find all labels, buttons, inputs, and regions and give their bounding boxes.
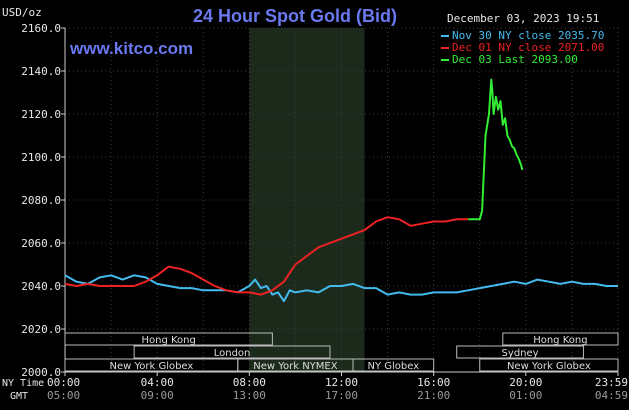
series-line-1 — [64, 216, 469, 296]
y-tick-label-6: 2120.0 — [21, 108, 61, 121]
website-label: www.kitco.com — [69, 39, 193, 58]
x-tick-label-gmt-1: 09:00 — [141, 389, 174, 402]
session-box-row2-0 — [133, 345, 331, 359]
x-tick-label-ny-4: 16:00 — [417, 376, 450, 389]
market-sessions: Hong Kong Hong Kong London Sydney New York G… — [64, 332, 619, 372]
unit-label: USD/oz — [2, 6, 42, 19]
y-tick-label-3: 2060.0 — [21, 237, 61, 250]
x-tick-label-gmt-4: 21:00 — [417, 389, 450, 402]
session-box-row3-2 — [352, 358, 435, 372]
session-box-row2-1 — [456, 345, 584, 359]
session-label-row3-2: NY Globex — [368, 361, 420, 372]
session-label-row2-1: Sydney — [502, 348, 539, 359]
x-tick-label-ny-1: 04:00 — [141, 376, 174, 389]
y-tick-label-1: 2020.0 — [21, 323, 61, 336]
axes — [61, 27, 619, 376]
datetime-label: December 03, 2023 19:51 — [447, 12, 599, 25]
session-shade — [249, 28, 365, 372]
session-box-row1-1 — [502, 332, 619, 346]
y-tick-label-8: 2160.0 — [21, 22, 61, 35]
y-tick-labels: 2000.0 2020.0 2040.0 2060.0 2080.0 2100.0 2120… — [21, 22, 61, 379]
series-lines — [64, 78, 618, 303]
session-box-row1-0 — [64, 332, 273, 346]
session-label-row1-1: Hong Kong — [533, 335, 587, 346]
session-label-row1-0: Hong Kong — [142, 335, 196, 346]
chart-title: 24 Hour Spot Gold (Bid) — [193, 6, 397, 26]
legend-label-dec03: Dec 03 Last 2093.00 — [452, 53, 578, 66]
session-label-row3-1: New York NYMEX — [253, 361, 338, 372]
series-line-0 — [64, 274, 618, 303]
legend-label-nov30: Nov 30 NY close 2035.70 — [452, 29, 604, 42]
x-tick-label-ny-6: 23:59 — [595, 376, 628, 389]
y-tick-label-0: 2000.0 — [21, 366, 61, 379]
x-tick-label-ny-5: 20:00 — [509, 376, 542, 389]
gmt-label: GMT — [10, 391, 28, 402]
x-tick-label-ny-2: 08:00 — [233, 376, 266, 389]
y-tick-label-7: 2140.0 — [21, 65, 61, 78]
session-label-row3-3: New York Globex — [507, 361, 591, 372]
ny-time-label: NY Time — [2, 378, 44, 389]
y-tick-label-5: 2100.0 — [21, 151, 61, 164]
x-tick-label-gmt-5: 01:00 — [509, 389, 542, 402]
x-tick-label-gmt-0: 05:00 — [47, 389, 80, 402]
x-tick-label-ny-0: 00:00 — [47, 376, 80, 389]
session-label-row2-0: London — [214, 348, 251, 359]
series-line-2 — [468, 78, 524, 221]
legend-label-dec01: Dec 01 NY close 2071.00 — [452, 41, 604, 54]
x-tick-label-gmt-6: 04:59 — [595, 389, 628, 402]
y-tick-label-2: 2040.0 — [21, 280, 61, 293]
x-tick-label-gmt-2: 13:00 — [233, 389, 266, 402]
session-box-row3-3 — [479, 358, 619, 372]
legend: Nov 30 NY close 2035.70 Dec 01 NY close … — [441, 29, 604, 66]
x-tick-label-ny-3: 12:00 — [325, 376, 358, 389]
x-tick-label-gmt-3: 17:00 — [325, 389, 358, 402]
y-tick-label-4: 2080.0 — [21, 194, 61, 207]
session-label-row3-0: New York Globex — [109, 361, 193, 372]
